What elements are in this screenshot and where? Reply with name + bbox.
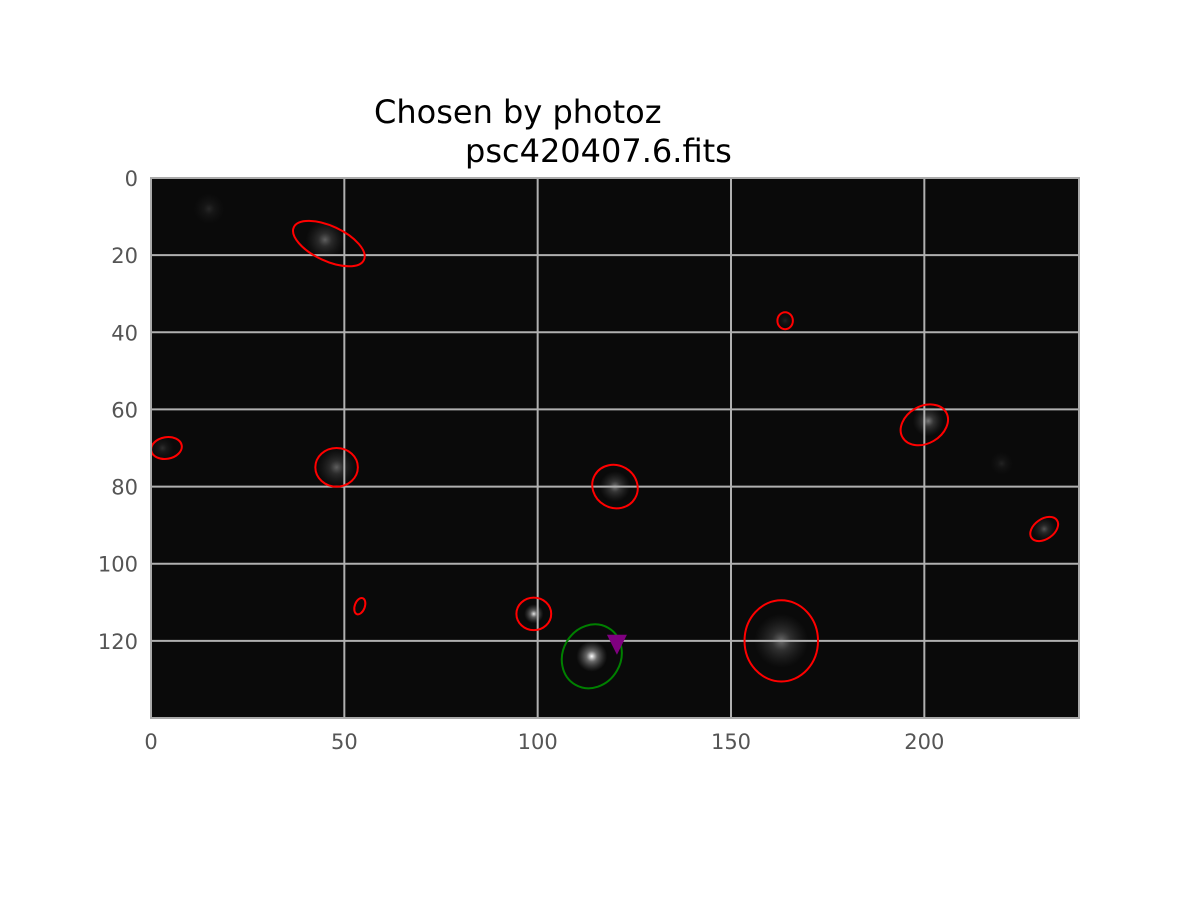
y-tick-label: 120 [98,630,138,654]
image-source [524,604,543,623]
y-tick-label: 40 [111,321,138,345]
x-tick-label: 150 [711,730,751,754]
x-tick-label: 0 [144,730,157,754]
image-source [1033,517,1056,540]
image-source [576,641,607,672]
x-axis-ticks: 0 50 100 150 200 [144,730,944,754]
image-source [194,193,225,224]
x-tick-label: 100 [518,730,558,754]
x-tick-label: 200 [904,730,944,754]
y-tick-label: 100 [98,553,138,577]
image-source [317,448,356,487]
y-tick-label: 0 [125,167,138,191]
image-source [990,452,1013,475]
x-tick-label: 50 [331,730,358,754]
y-axis-ticks: 0 20 40 60 80 100 120 [98,167,138,654]
y-tick-label: 20 [111,244,138,268]
y-tick-label: 60 [111,398,138,422]
y-tick-label: 80 [111,476,138,500]
